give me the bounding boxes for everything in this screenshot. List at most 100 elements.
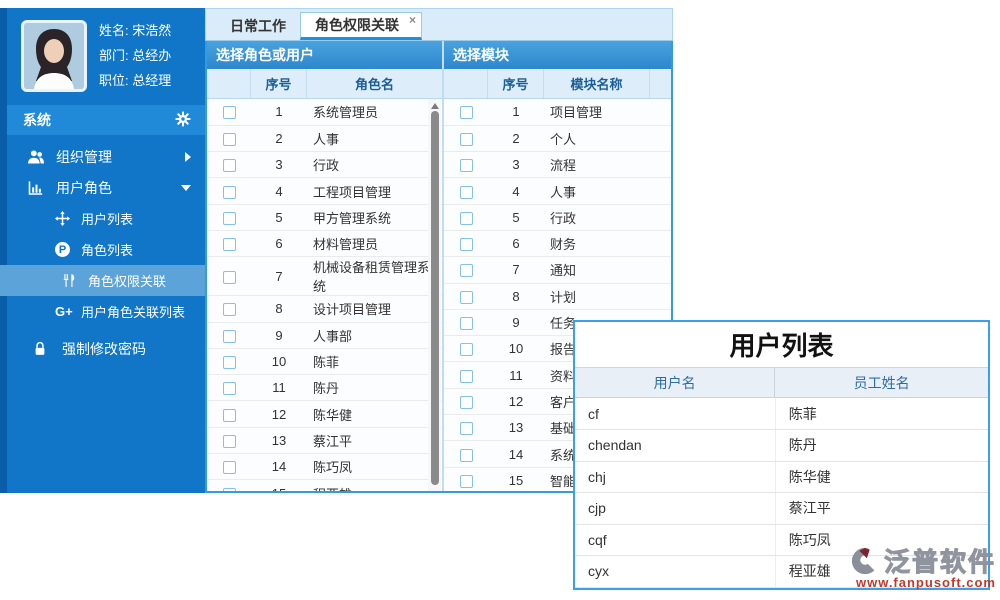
role-row[interactable]: 14 陈巧凤	[207, 453, 442, 481]
move-icon	[55, 211, 73, 226]
sidebar-item-user-roles[interactable]: 用户角色	[7, 172, 205, 203]
row-checkbox[interactable]	[222, 106, 236, 120]
sidebar-item-user-role-relation[interactable]: G+ 用户角色关联列表	[7, 296, 205, 327]
role-row[interactable]: 12 陈华健	[207, 400, 442, 428]
row-checkbox[interactable]	[222, 238, 236, 252]
module-row[interactable]: 1 项目管理	[444, 99, 671, 126]
module-row[interactable]: 2 个人	[444, 125, 671, 153]
row-checkbox[interactable]	[459, 290, 473, 304]
row-checkbox[interactable]	[459, 474, 473, 488]
sidebar-item-label: 角色列表	[81, 243, 134, 258]
row-checkbox[interactable]	[459, 317, 473, 331]
profile-name: 姓名: 宋浩然	[99, 23, 172, 38]
sidebar-item-force-password[interactable]: 强制修改密码	[7, 333, 205, 364]
module-row[interactable]: 6 财务	[444, 230, 671, 258]
bar-chart-icon	[27, 180, 47, 196]
role-row[interactable]: 8 设计项目管理	[207, 295, 442, 323]
sidebar-item-role-list[interactable]: P 角色列表	[7, 234, 205, 265]
row-checkbox[interactable]	[222, 382, 236, 396]
row-checkbox[interactable]	[222, 132, 236, 146]
scrollbar-thumb[interactable]	[430, 111, 439, 485]
module-row[interactable]: 7 通知	[444, 256, 671, 284]
role-row[interactable]: 7 机械设备租赁管理系统	[207, 256, 442, 297]
sidebar-item-org-management[interactable]: 组织管理	[7, 141, 205, 172]
module-table-header: 序号 模块名称	[444, 69, 671, 99]
row-checkbox[interactable]	[459, 106, 473, 120]
col-username: 用户名	[575, 368, 776, 397]
row-checkbox[interactable]	[459, 448, 473, 462]
avatar-photo	[24, 22, 84, 89]
module-row[interactable]: 4 人事	[444, 177, 671, 205]
module-row[interactable]: 8 计划	[444, 283, 671, 310]
row-checkbox[interactable]	[459, 422, 473, 436]
scroll-up-icon[interactable]	[430, 103, 439, 109]
role-row[interactable]: 4 工程项目管理	[207, 177, 442, 205]
module-row[interactable]: 3 流程	[444, 151, 671, 179]
row-checkbox[interactable]	[459, 132, 473, 146]
row-checkbox[interactable]	[222, 270, 236, 284]
row-checkbox[interactable]	[459, 369, 473, 383]
popup-table-header: 用户名 员工姓名	[575, 368, 988, 398]
role-pane: 选择角色或用户 序号 角色名 1 系	[207, 41, 444, 491]
role-row[interactable]: 13 蔡江平	[207, 427, 442, 455]
row-checkbox[interactable]	[222, 159, 236, 173]
role-table-scrollbar[interactable]	[428, 99, 441, 491]
row-checkbox[interactable]	[459, 159, 473, 173]
role-row[interactable]: 2 人事	[207, 125, 442, 153]
role-row[interactable]: 6 材料管理员	[207, 230, 442, 258]
sidebar-item-label: 组织管理	[56, 148, 112, 165]
row-checkbox[interactable]	[459, 185, 473, 199]
row-checkbox[interactable]	[222, 461, 236, 475]
sidebar-section-system[interactable]: 系统	[7, 105, 205, 135]
role-pane-title: 选择角色或用户	[207, 41, 442, 69]
row-checkbox[interactable]	[459, 264, 473, 278]
close-icon[interactable]: ×	[408, 13, 416, 27]
avatar	[21, 19, 87, 92]
popup-title: 用户列表	[575, 322, 988, 368]
row-checkbox[interactable]	[222, 487, 236, 491]
sidebar-item-role-permission[interactable]: 角色权限关联	[0, 265, 205, 296]
p-circle-icon: P	[55, 242, 73, 257]
user-row[interactable]: cyx 程亚雄	[575, 555, 988, 588]
user-list-popup: 用户列表 用户名 员工姓名 cf 陈菲 chendan 陈丹	[573, 320, 990, 590]
role-row[interactable]: 10 陈菲	[207, 348, 442, 376]
col-index: 序号	[251, 69, 307, 98]
user-roles-submenu: 用户列表 P 角色列表 角色权限关联 G+ 用户角色关联列表	[0, 203, 205, 327]
row-checkbox[interactable]	[459, 395, 473, 409]
users-icon	[27, 149, 47, 165]
row-checkbox[interactable]	[459, 238, 473, 252]
sidebar-section-label: 系统	[23, 112, 51, 128]
row-checkbox[interactable]	[222, 303, 236, 317]
module-row[interactable]: 5 行政	[444, 204, 671, 231]
tab-daily-work[interactable]: 日常工作	[216, 12, 300, 40]
role-row[interactable]: 5 甲方管理系统	[207, 204, 442, 231]
row-checkbox[interactable]	[222, 434, 236, 448]
row-checkbox[interactable]	[222, 211, 236, 225]
tab-label: 角色权限关联	[315, 17, 399, 33]
role-row[interactable]: 1 系统管理员	[207, 99, 442, 126]
role-row[interactable]: 15 程亚雄	[207, 479, 442, 491]
sidebar-item-user-list[interactable]: 用户列表	[7, 203, 205, 234]
role-row[interactable]: 11 陈丹	[207, 374, 442, 402]
row-checkbox[interactable]	[222, 408, 236, 422]
col-fullname: 员工姓名	[853, 374, 910, 391]
user-row[interactable]: cf 陈菲	[575, 398, 988, 430]
role-row[interactable]: 3 行政	[207, 151, 442, 179]
row-checkbox[interactable]	[222, 329, 236, 343]
sidebar: 姓名: 宋浩然 部门: 总经办 职位: 总经理 系统	[0, 8, 205, 493]
user-row[interactable]: chendan 陈丹	[575, 429, 988, 462]
row-checkbox[interactable]	[222, 356, 236, 370]
profile-position: 职位: 总经理	[99, 73, 172, 88]
row-checkbox[interactable]	[222, 185, 236, 199]
role-row[interactable]: 9 人事部	[207, 322, 442, 349]
user-row[interactable]: chj 陈华健	[575, 461, 988, 493]
user-row[interactable]: cjp 蔡江平	[575, 492, 988, 525]
row-checkbox[interactable]	[459, 343, 473, 357]
row-checkbox[interactable]	[459, 211, 473, 225]
gear-icon[interactable]	[175, 110, 191, 130]
watermark-url: www.fanpusoft.com	[855, 575, 996, 590]
tab-role-permission[interactable]: 角色权限关联 ×	[300, 12, 422, 40]
user-row[interactable]: cqf 陈巧凤	[575, 524, 988, 556]
tab-bar: 日常工作 角色权限关联 ×	[205, 8, 673, 41]
